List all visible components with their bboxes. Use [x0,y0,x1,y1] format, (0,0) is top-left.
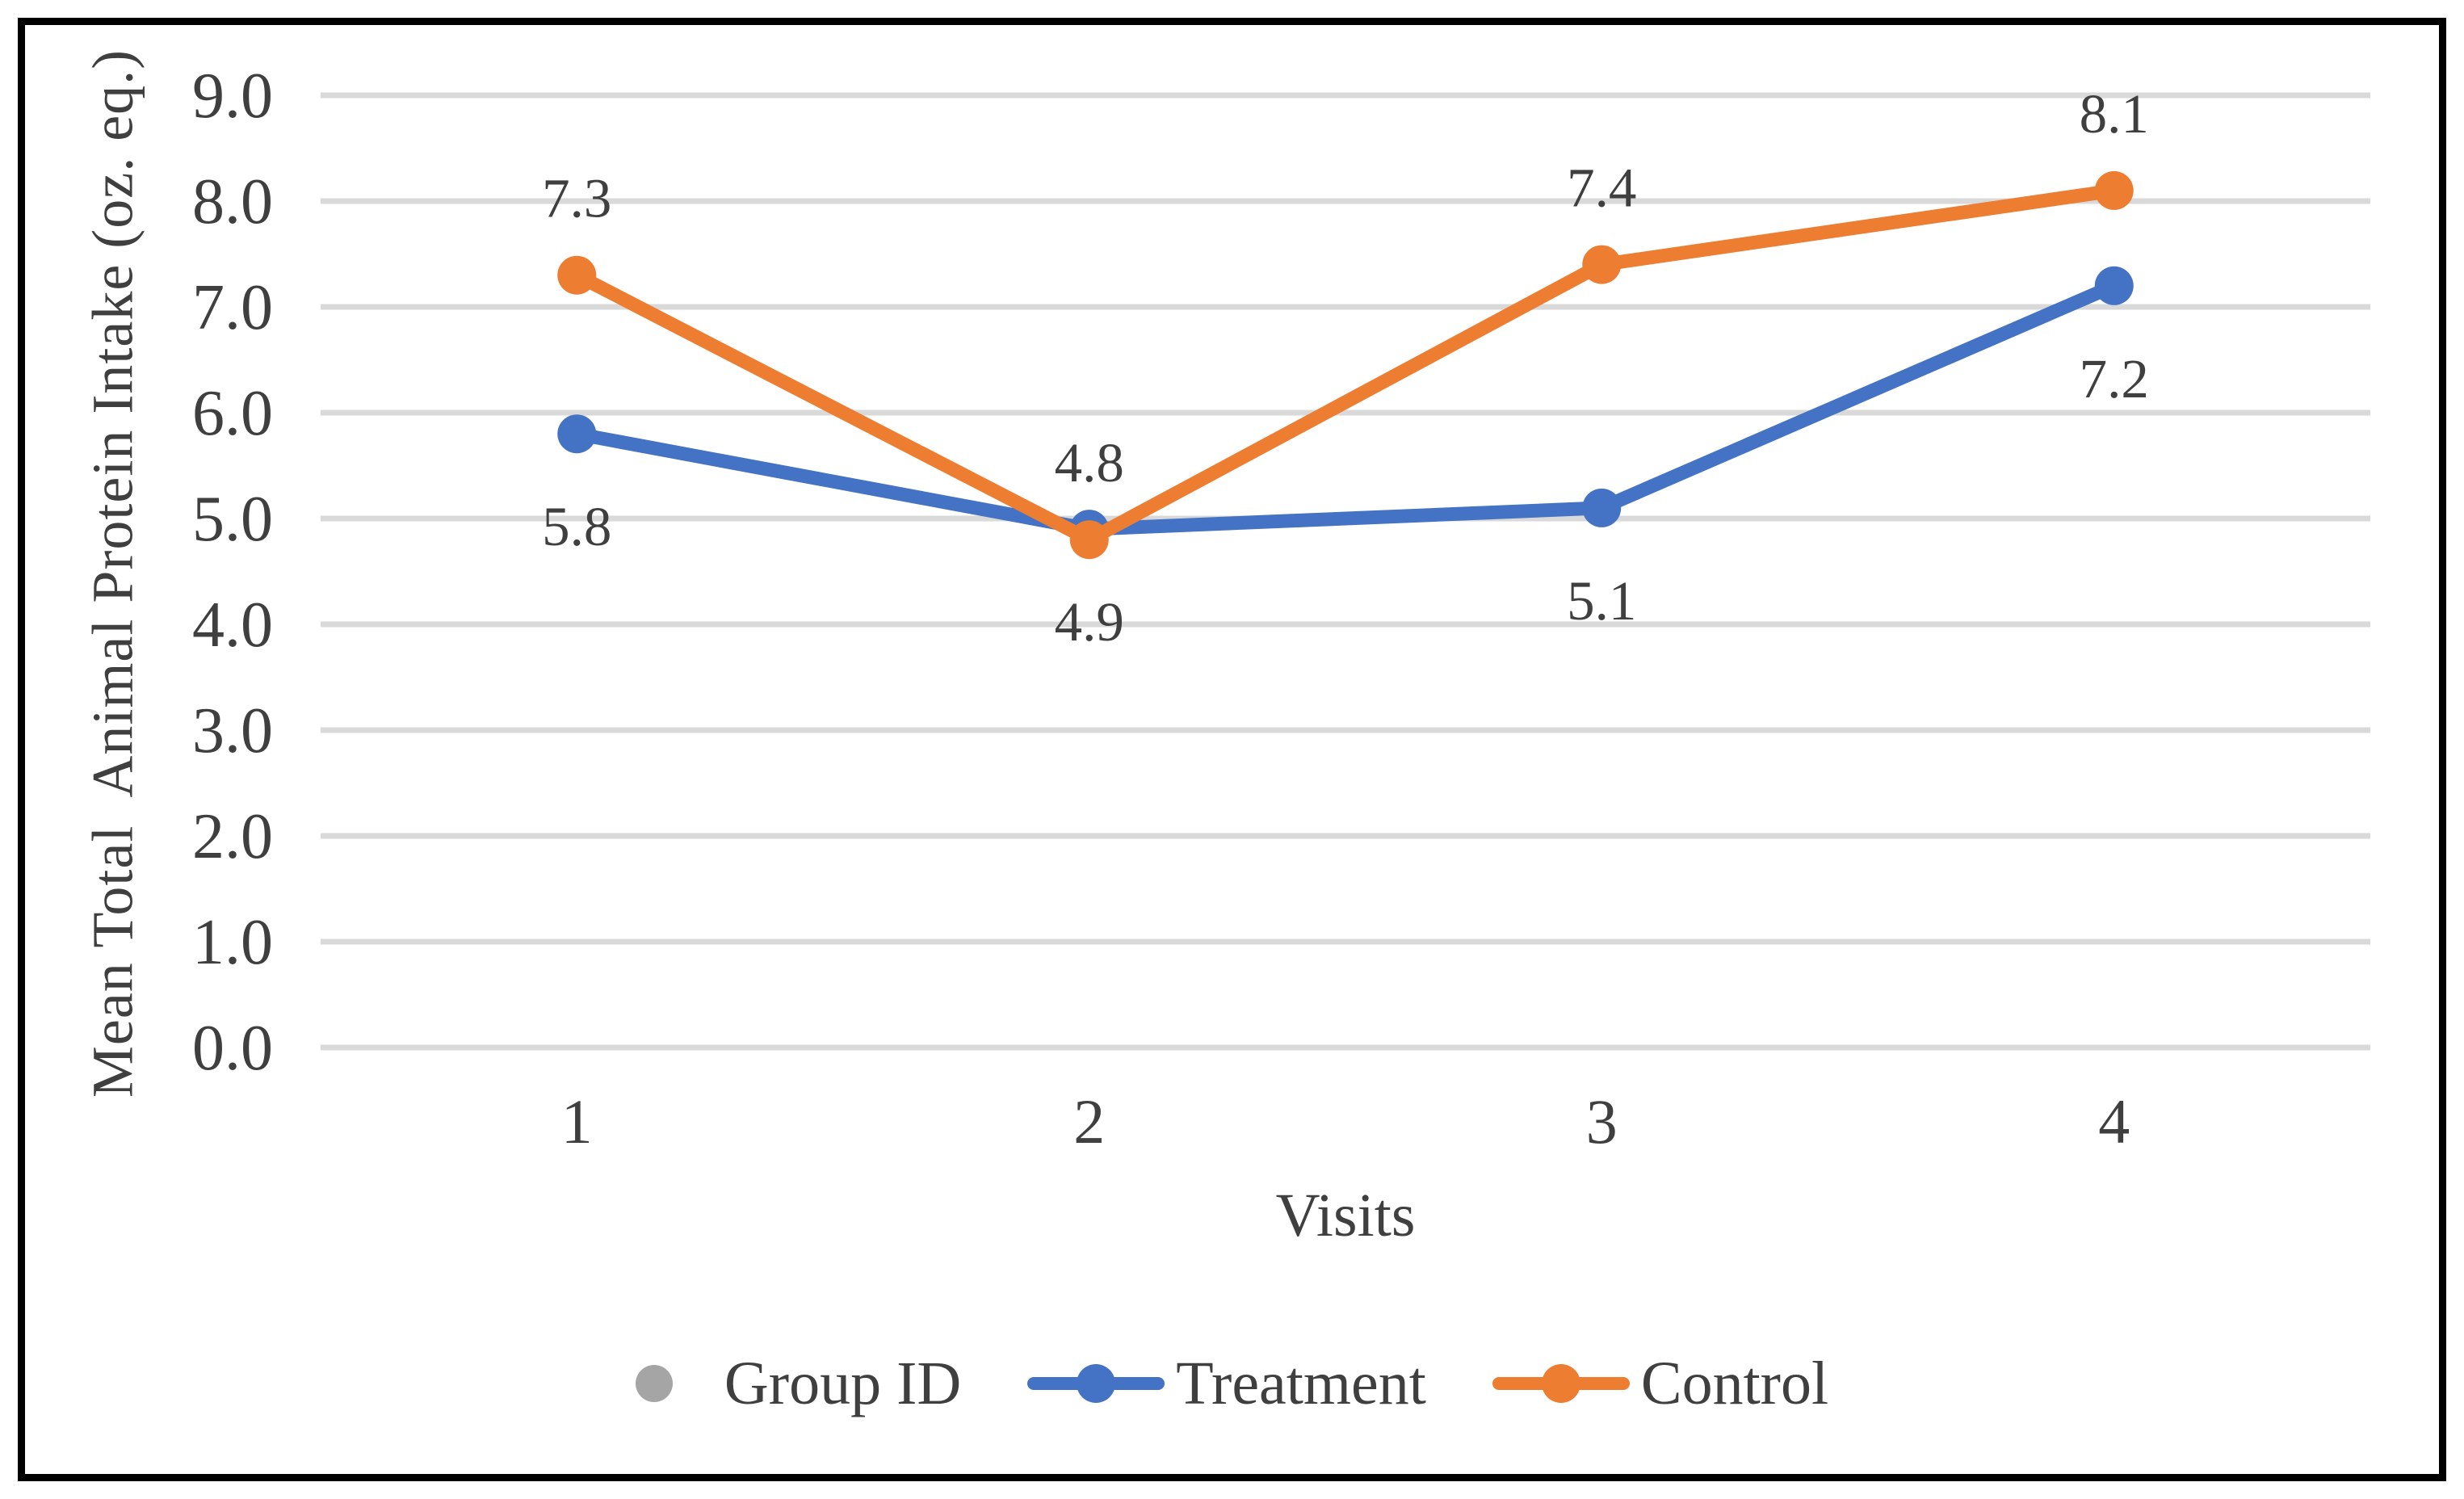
x-tick-label: 3 [1586,1086,1618,1157]
y-tick-label: 8.0 [192,166,273,237]
control-series-line [569,183,2122,547]
y-tick-label: 3.0 [192,695,273,766]
control-legend-line-marker-icon [1492,1364,1630,1403]
treatment-data-label: 7.2 [2080,348,2149,409]
treatment-data-label: 5.8 [542,496,611,557]
y-tick-label: 9.0 [192,61,273,132]
chart-border-frame [18,18,2446,1481]
y-tick-label: 0.0 [192,1013,273,1084]
control-marker-visit-2 [1069,520,1109,560]
control-marker-visit-3 [1582,245,1622,284]
treatment-series-line [569,279,2122,536]
x-tick-label: 2 [1073,1086,1105,1157]
chart-legend: Group ID Treatment Control [0,1331,2464,1436]
x-tick-label: 1 [561,1086,593,1157]
legend-label: Control [1640,1349,1829,1417]
control-data-label: 7.4 [1567,157,1636,219]
control-data-label: 8.1 [2080,83,2149,145]
legend-label: Treatment [1176,1349,1426,1417]
control-marker-visit-1 [557,255,597,295]
control-data-label: 4.8 [1055,432,1124,493]
control-data-label: 7.3 [542,168,611,229]
y-tick-label: 2.0 [192,801,273,872]
y-tick-label: 7.0 [192,272,273,343]
treatment-data-label: 5.1 [1567,570,1636,632]
legend-item-control: Control [1492,1349,1828,1419]
y-tick-label: 1.0 [192,907,273,978]
x-tick-label: 4 [2098,1086,2130,1157]
legend-label: Group ID [724,1349,962,1417]
legend-item-group-id: Group ID [635,1349,962,1419]
treatment-data-label: 4.9 [1055,591,1124,653]
y-tick-label: 4.0 [192,590,273,661]
treatment-marker-visit-3 [1582,488,1622,527]
legend-item-treatment: Treatment [1027,1349,1426,1419]
y-tick-label: 5.0 [192,484,273,555]
treatment-marker-visit-1 [557,414,597,454]
treatment-legend-line-marker-icon [1027,1364,1165,1403]
control-marker-visit-4 [2094,170,2134,210]
y-axis-title: Mean Total Animal Protein Intake (oz. eq… [80,48,145,1098]
x-axis-title: Visits [1275,1182,1416,1249]
treatment-marker-visit-4 [2094,266,2134,305]
group-id-legend-dot-icon [635,1365,673,1402]
y-tick-label: 6.0 [192,378,273,449]
